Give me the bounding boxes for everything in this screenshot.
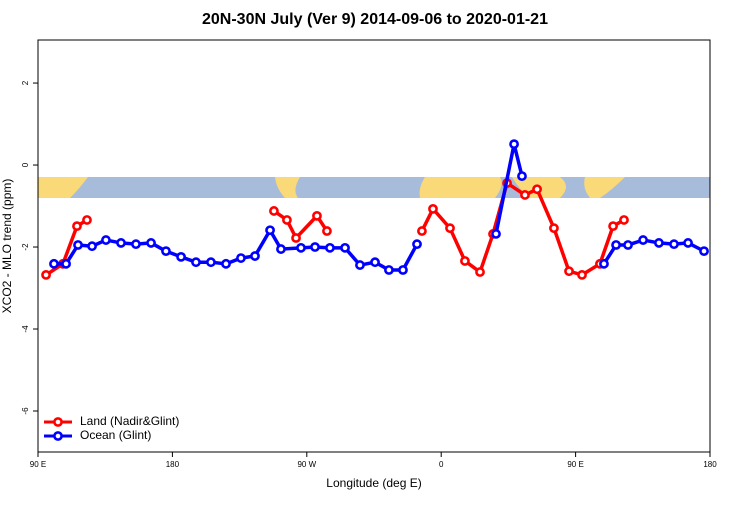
y-tick-label: 2 xyxy=(21,80,30,85)
point xyxy=(699,246,709,257)
chart-title: 20N-30N July (Ver 9) 2014-09-06 to 2020-… xyxy=(202,11,548,28)
point xyxy=(221,258,231,269)
point xyxy=(131,239,141,250)
point xyxy=(49,258,59,269)
x-tick-label: 90 E xyxy=(30,460,46,469)
y-tick-label: -4 xyxy=(21,325,30,333)
point xyxy=(460,256,470,266)
point xyxy=(206,257,216,268)
map-strip xyxy=(38,177,710,198)
point xyxy=(683,238,693,248)
point xyxy=(282,215,292,225)
point xyxy=(236,253,246,263)
point xyxy=(577,270,587,280)
point xyxy=(475,267,485,277)
point xyxy=(82,215,92,225)
point xyxy=(532,184,542,195)
y-axis-label: XCO2 - MLO trend (ppm) xyxy=(0,179,14,314)
point xyxy=(116,238,126,248)
point xyxy=(265,225,275,236)
point xyxy=(322,226,332,236)
point xyxy=(325,242,335,253)
point xyxy=(340,242,350,253)
x-tick-label: 90 W xyxy=(297,460,316,469)
legend-marker xyxy=(53,417,63,427)
point xyxy=(61,258,71,269)
y-tick-label: -6 xyxy=(21,407,30,415)
x-tick-label: 180 xyxy=(166,460,180,469)
point xyxy=(161,246,171,257)
point xyxy=(176,251,186,262)
point xyxy=(398,265,408,275)
point xyxy=(41,270,51,280)
point xyxy=(611,240,621,250)
point xyxy=(191,257,201,268)
point xyxy=(355,260,365,270)
point xyxy=(250,251,260,261)
point xyxy=(608,221,618,232)
point xyxy=(517,171,527,182)
point xyxy=(296,242,306,253)
point xyxy=(310,242,320,252)
point xyxy=(276,244,286,254)
point xyxy=(417,226,427,236)
x-tick-label: 0 xyxy=(439,460,444,469)
legend-marker xyxy=(53,431,63,441)
legend-label: Ocean (Glint) xyxy=(80,428,151,442)
point xyxy=(73,240,83,250)
point xyxy=(269,206,279,216)
plot-frame xyxy=(37,39,711,453)
point xyxy=(384,265,394,275)
point xyxy=(564,266,574,277)
point xyxy=(520,190,530,200)
point xyxy=(72,221,82,232)
point xyxy=(412,239,422,250)
point xyxy=(445,223,455,234)
point xyxy=(291,233,301,243)
x-axis-label: Longitude (deg E) xyxy=(326,476,421,490)
x-tick-label: 180 xyxy=(703,460,717,469)
point xyxy=(428,203,438,214)
point xyxy=(549,223,559,234)
point xyxy=(669,239,679,250)
point xyxy=(599,258,609,269)
point xyxy=(509,139,519,150)
series-line xyxy=(53,143,705,272)
point xyxy=(491,229,501,239)
y-tick-label: 0 xyxy=(21,162,30,167)
point xyxy=(623,240,633,250)
point xyxy=(146,238,156,248)
point xyxy=(370,257,380,268)
x-tick-label: 90 E xyxy=(567,460,583,469)
point xyxy=(638,235,648,245)
point xyxy=(654,238,664,248)
y-tick-label: -2 xyxy=(21,243,30,251)
point xyxy=(619,215,629,225)
point xyxy=(312,210,322,221)
legend-label: Land (Nadir&Glint) xyxy=(80,414,179,428)
point xyxy=(101,235,111,245)
point xyxy=(87,241,97,252)
